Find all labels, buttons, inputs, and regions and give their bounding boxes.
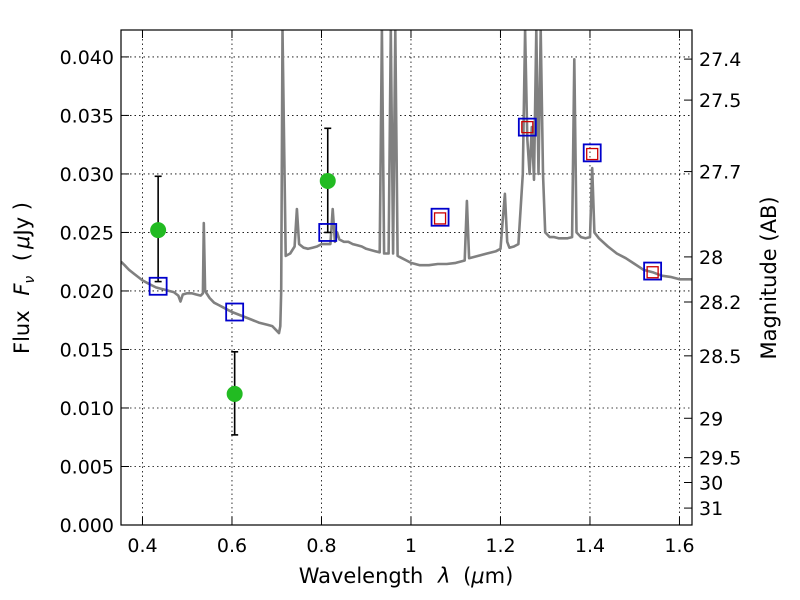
x-axis-label-symbol: λ <box>437 564 450 588</box>
right-axis-label: Magnitude (AB) <box>757 196 781 359</box>
observed-point <box>226 385 243 402</box>
x-axis-label-unit-mu: μ <box>470 564 484 588</box>
model-square <box>225 302 245 322</box>
y-tick-label: 0.005 <box>60 456 114 478</box>
y-axis-label-unit-mu: μ <box>10 235 34 249</box>
y2-tick-label: 28.2 <box>699 292 741 314</box>
model-square <box>643 261 663 281</box>
x-tick-label: 0.4 <box>127 535 157 557</box>
ticks: 0.4 0.6 0.8 1 1.2 1.4 1.6 0.000 0.005 0.010 0.015 0… <box>60 30 741 557</box>
y-axis-label-unit-close: Jy ) <box>10 202 34 238</box>
model-square <box>430 207 450 227</box>
ir-obs-square <box>586 147 599 161</box>
y-tick-label: 0.020 <box>60 281 114 303</box>
x-tick-label: 1.6 <box>664 535 694 557</box>
model-square <box>318 223 338 242</box>
x-tick-label: 1.2 <box>485 535 515 557</box>
ir-obs-square <box>521 120 534 134</box>
series-layer <box>121 30 692 436</box>
grid <box>121 30 692 526</box>
model-square <box>148 276 168 296</box>
y-axis-label-unit-open: ( <box>10 253 34 261</box>
y-tick-label: 0.040 <box>60 47 114 69</box>
observed-point <box>150 222 167 239</box>
y2-tick-label: 29 <box>699 408 723 430</box>
y-axis-label-symbol: F <box>10 283 34 296</box>
y-axis-label-text: Flux <box>10 310 34 354</box>
x-tick-label: 0.6 <box>217 535 247 557</box>
x-tick-label: 1 <box>405 535 417 557</box>
x-axis-label-unit-close: m) <box>485 564 514 588</box>
y-tick-label: 0.010 <box>60 398 114 420</box>
y2-tick-label: 30 <box>699 473 723 495</box>
y-tick-label: 0.025 <box>60 222 114 244</box>
y-axis-label: Flux Fν ( μJy ) <box>10 202 39 354</box>
x-axis-label: Wavelength λ (μm) <box>299 564 514 588</box>
plot-frame <box>120 29 693 526</box>
y-tick-label: 0.030 <box>60 164 114 186</box>
y-tick-label: 0.035 <box>60 105 114 127</box>
ir-obs-square <box>646 266 659 279</box>
ir-obs-square <box>433 212 447 225</box>
y-tick-label: 0.015 <box>60 339 114 361</box>
y2-tick-label: 27.4 <box>699 49 741 71</box>
y2-tick-label: 28.5 <box>699 346 741 368</box>
observed-point <box>319 172 336 189</box>
sed-model-line <box>121 30 692 335</box>
y2-tick-label: 29.5 <box>699 448 741 470</box>
y-tick-label: 0.000 <box>60 515 114 537</box>
model-square <box>517 117 537 137</box>
x-axis-label-unit-open: ( <box>463 564 471 588</box>
x-tick-label: 0.8 <box>306 535 336 557</box>
y2-tick-label: 31 <box>699 498 723 520</box>
y2-tick-label: 27.5 <box>699 90 741 112</box>
x-axis-label-text: Wavelength <box>299 564 424 588</box>
y2-tick-label: 28 <box>699 247 723 269</box>
y-axis-label-subscript: ν <box>22 276 38 284</box>
x-tick-label: 1.4 <box>575 535 605 557</box>
y2-tick-label: 27.7 <box>699 162 741 184</box>
model-square <box>582 143 602 163</box>
